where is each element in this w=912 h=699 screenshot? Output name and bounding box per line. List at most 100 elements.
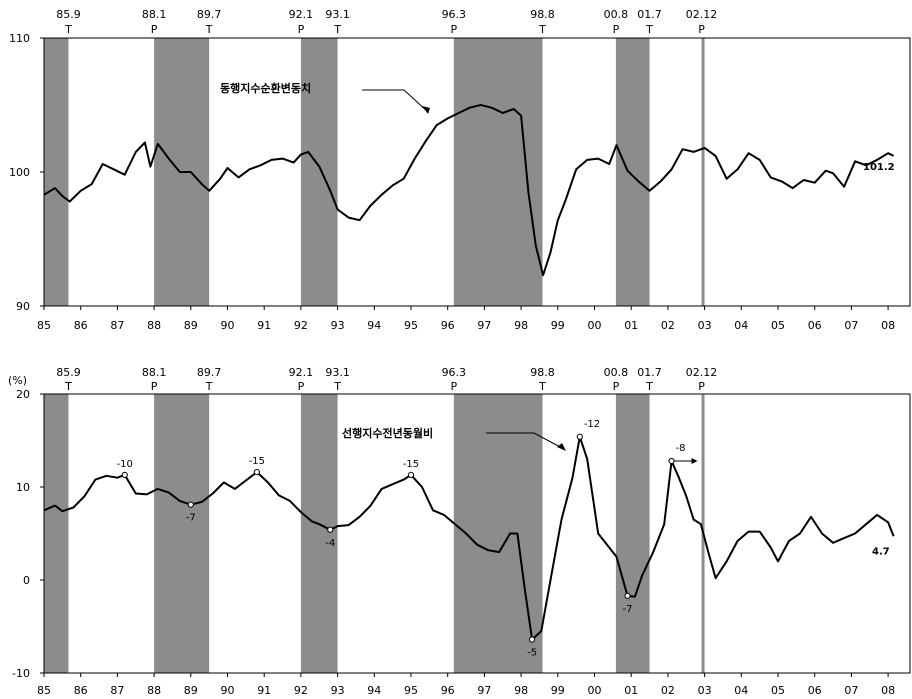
turning-point-type: P — [298, 380, 305, 393]
turning-point-date: 88.1 — [142, 366, 167, 379]
x-tick-label: 08 — [881, 684, 895, 697]
recession-shade — [701, 38, 705, 306]
x-tick-label: 86 — [74, 319, 88, 332]
recession-shade — [300, 394, 338, 673]
y-tick-label: 0 — [23, 574, 30, 587]
x-tick-label: 04 — [734, 319, 748, 332]
recession-shade — [300, 38, 338, 306]
x-tick-label: 86 — [74, 684, 88, 697]
annotation-label: -8 — [676, 443, 686, 454]
turning-point-type: P — [613, 380, 620, 393]
x-tick-label: 99 — [551, 684, 565, 697]
turning-point-type: T — [333, 23, 341, 36]
annotation-arrowhead — [691, 457, 698, 464]
annotation-marker — [327, 526, 334, 533]
turning-point-type: T — [205, 23, 213, 36]
panel-coincident-index: 85.9 T 88.1 P 89.7 T 92.1 P 93.1 T 96.3 P 98.8 T 00.8 P… — [9, 8, 911, 332]
x-tick-label: 87 — [110, 684, 124, 697]
x-tick-label: 94 — [367, 319, 381, 332]
annotation-label: -12 — [584, 419, 600, 430]
y-tick-label: 20 — [16, 388, 30, 401]
turning-point-date: 92.1 — [289, 366, 314, 379]
recession-shade — [615, 394, 650, 673]
x-tick-label: 85 — [37, 319, 51, 332]
turning-point-type: P — [698, 380, 705, 393]
x-tick-label: 88 — [147, 319, 161, 332]
turning-point-type: P — [151, 23, 158, 36]
turning-point-type: T — [538, 23, 546, 36]
recession-shade — [453, 394, 543, 673]
annotation-marker — [624, 592, 631, 599]
recession-shade — [453, 38, 543, 306]
x-tick-label: 85 — [37, 684, 51, 697]
turning-point-date: 01.7 — [637, 366, 662, 379]
turning-point-type: T — [333, 380, 341, 393]
x-tick-label: 02 — [661, 684, 675, 697]
turning-point-date: 93.1 — [325, 8, 350, 21]
turning-point-date: 88.1 — [142, 8, 167, 21]
y-tick-label: 90 — [16, 300, 30, 313]
x-tick-label: 96 — [441, 319, 455, 332]
x-tick-label: 07 — [844, 684, 858, 697]
panel-leading-index: 85.9T88.1P89.7T92.1P93.1T96.3P98.8T00.8P… — [8, 366, 911, 697]
y-tick-label: 110 — [9, 32, 30, 45]
x-tick-label: 00 — [588, 319, 602, 332]
turning-point-date: 96.3 — [442, 8, 467, 21]
turning-point-date: 85.9 — [56, 366, 81, 379]
turning-point-type: T — [538, 380, 546, 393]
y-unit-label: (%) — [8, 374, 27, 387]
turning-point-date: 89.7 — [197, 8, 222, 21]
annotation-marker — [407, 471, 415, 479]
series-pointer-line — [362, 89, 429, 113]
turning-point-date: 98.8 — [530, 8, 555, 21]
x-tick-label: 96 — [441, 684, 455, 697]
turning-point-date: 01.7 — [637, 8, 662, 21]
x-tick-label: 06 — [808, 319, 822, 332]
x-tick-label: 01 — [624, 319, 638, 332]
x-tick-label: 90 — [221, 684, 235, 697]
turning-point-type: P — [613, 23, 620, 36]
x-tick-label: 01 — [624, 684, 638, 697]
turning-point-type: P — [450, 380, 457, 393]
series-pointer-line — [486, 432, 563, 449]
x-tick-label: 95 — [404, 319, 418, 332]
series-pointer-arrowhead — [557, 443, 566, 451]
x-tick-label: 07 — [844, 319, 858, 332]
plot-frame — [43, 393, 911, 674]
x-tick-label: 03 — [698, 319, 712, 332]
x-tick-label: 93 — [331, 684, 345, 697]
x-tick-label: 93 — [331, 319, 345, 332]
turning-point-date: 02.12 — [686, 366, 718, 379]
annotation-marker — [187, 501, 194, 508]
y-tick-label: -10 — [12, 667, 30, 680]
series-line — [43, 104, 895, 277]
x-tick-label: 05 — [771, 684, 785, 697]
turning-point-date: 85.9 — [56, 8, 81, 21]
annotation-marker — [576, 433, 583, 440]
x-tick-label: 06 — [808, 684, 822, 697]
annotation-label: -5 — [527, 648, 537, 659]
series-name-label: 동행지수순환변동치 — [220, 81, 311, 95]
series-end-value: 101.2 — [863, 162, 895, 173]
turning-point-type: T — [64, 380, 72, 393]
x-tick-label: 88 — [147, 684, 161, 697]
turning-point-type: P — [450, 23, 457, 36]
annotation-label: -10 — [117, 459, 133, 470]
turning-point-date: 96.3 — [442, 366, 467, 379]
series-pointer-arrowhead — [422, 106, 430, 114]
turning-point-type: T — [205, 380, 213, 393]
recession-shade — [44, 38, 69, 306]
x-tick-label: 00 — [588, 684, 602, 697]
annotation-marker — [121, 471, 128, 479]
turning-point-date: 93.1 — [325, 366, 350, 379]
turning-point-date: 92.1 — [289, 8, 314, 21]
turning-point-type: T — [645, 380, 653, 393]
x-tick-label: 99 — [551, 319, 565, 332]
x-tick-label: 03 — [698, 684, 712, 697]
annotation-marker — [529, 636, 536, 643]
turning-point-date: 00.8 — [604, 366, 629, 379]
x-tick-label: 95 — [404, 684, 418, 697]
recession-shade — [154, 394, 210, 673]
x-tick-label: 98 — [514, 684, 528, 697]
